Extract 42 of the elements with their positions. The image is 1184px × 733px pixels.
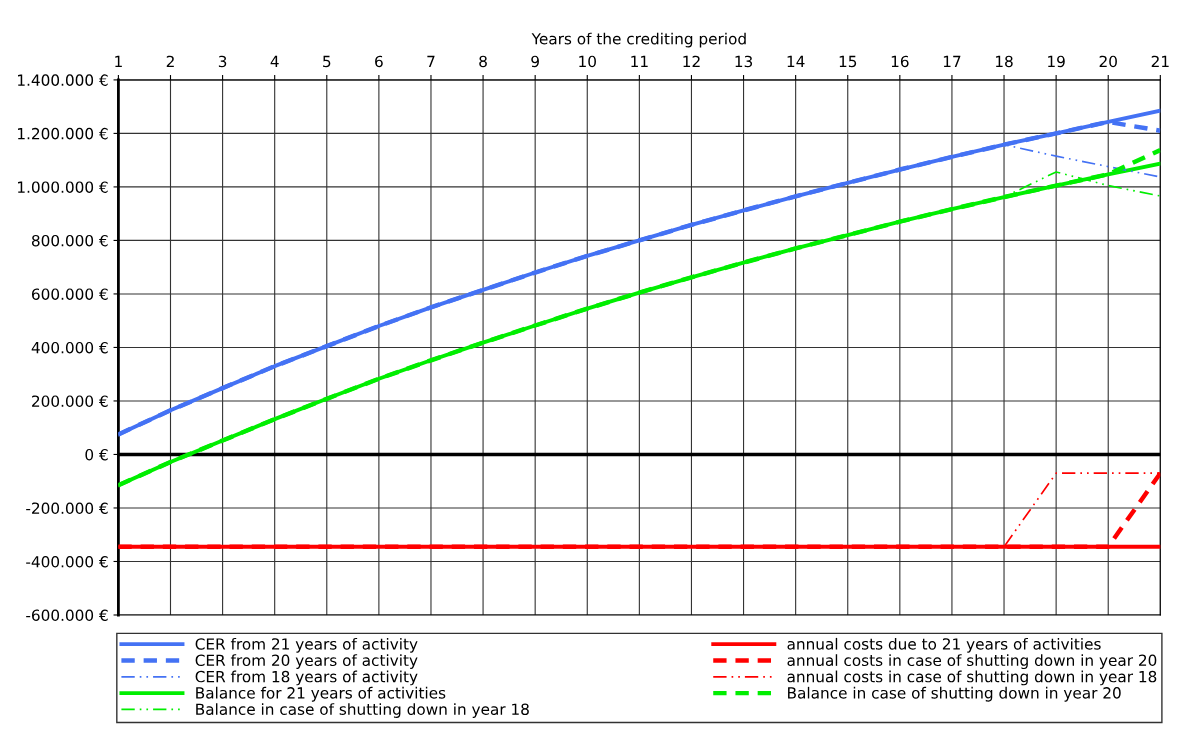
x-tick-label: 1 <box>115 55 122 67</box>
y-tick-label: -600.000 € <box>26 609 108 622</box>
x-tick-label: 3 <box>218 55 227 68</box>
y-tick-label: 1.200.000 € <box>18 127 108 140</box>
x-tick-label: 15 <box>839 55 857 68</box>
legend-label: CER from 18 years of activity <box>195 670 418 686</box>
x-tick-label: 6 <box>375 55 383 68</box>
legend-label: CER from 20 years of activity <box>195 654 418 670</box>
y-tick-label: 600.000 € <box>31 288 108 300</box>
x-tick-label: 17 <box>943 55 961 67</box>
y-tick-label: 1.400.000 € <box>18 74 108 86</box>
x-tick-label: 19 <box>1048 55 1065 68</box>
legend-label: Balance in case of shutting down in year 20 <box>788 686 1121 702</box>
y-tick-label: 1.000.000 € <box>18 181 108 193</box>
x-tick-label: 8 <box>479 55 487 68</box>
x-tick-label: 21 <box>1151 55 1169 67</box>
x-tick-label: 13 <box>735 55 753 68</box>
x-tick-label: 9 <box>531 55 539 68</box>
legend-label: annual costs due to 21 years of activities <box>787 637 1101 653</box>
x-tick-label: 14 <box>787 55 805 67</box>
x-tick-label: 4 <box>270 55 279 67</box>
y-tick-label: 400.000 € <box>31 341 108 354</box>
y-tick-label: 800.000 € <box>31 234 108 247</box>
legend-label: annual costs in case of shutting down in year 18 <box>787 670 1157 686</box>
legend-label: Balance in case of shutting down in year 18 <box>196 703 529 718</box>
x-tick-label: 20 <box>1099 55 1117 68</box>
x-tick-label: 11 <box>631 55 648 67</box>
y-tick-label: -400.000 € <box>26 555 108 568</box>
x-tick-label: 12 <box>683 55 700 67</box>
x-tick-label: 18 <box>995 55 1013 68</box>
y-tick-label: 0 € <box>85 448 108 461</box>
x-tick-label: 10 <box>579 55 596 68</box>
x-tick-label: 16 <box>891 55 909 68</box>
y-tick-label: -200.000 € <box>26 502 108 514</box>
legend-label: annual costs in case of shutting down in year 20 <box>787 654 1157 670</box>
x-tick-label: 5 <box>323 55 331 68</box>
x-tick-label: 7 <box>427 55 435 67</box>
y-tick-label: 200.000 € <box>32 395 108 407</box>
legend-label: CER from 21 years of activity <box>195 637 418 653</box>
x-axis-title: Years of the crediting period <box>531 32 746 48</box>
legend-label: Balance for 21 years of activities <box>196 686 446 702</box>
x-tick-label: 2 <box>166 55 174 67</box>
